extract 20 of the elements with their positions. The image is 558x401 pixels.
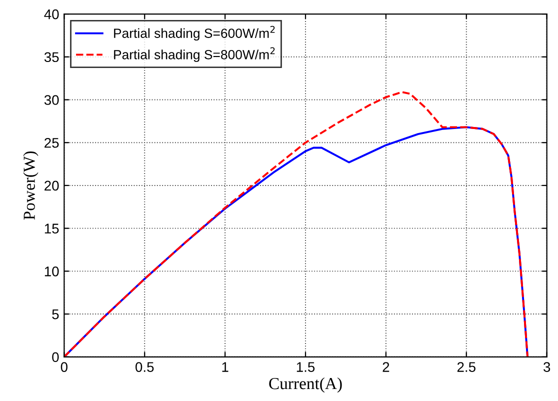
x-tick-label: 3 xyxy=(544,362,550,372)
x-tick-label: 0.5 xyxy=(136,362,154,372)
legend-label: Partial shading S=600W/m$^{2}$ xyxy=(114,26,275,41)
y-tick-label: 15 xyxy=(44,224,59,234)
y-tick-label: 25 xyxy=(44,138,59,148)
y-tick-label: 20 xyxy=(44,180,59,191)
x-tick-label: 2.5 xyxy=(457,362,476,372)
y-tick-label: 35 xyxy=(44,52,59,62)
x-tick-label: 2 xyxy=(382,362,390,372)
x-tick-label: 0 xyxy=(60,362,68,372)
y-tick-label: 0 xyxy=(52,352,59,362)
y-axis-title: Power(W) xyxy=(23,151,38,220)
y-tick-label: 40 xyxy=(44,9,59,20)
x-tick-label: 1.5 xyxy=(296,362,315,372)
x-tick-label: 1 xyxy=(222,362,228,372)
legend-label: Partial shading S=800W/m$^{2}$ xyxy=(114,47,275,62)
y-tick-label: 30 xyxy=(44,95,59,105)
y-tick-label: 5 xyxy=(52,310,59,320)
x-axis-title: Current(A) xyxy=(269,377,342,393)
y-tick-label: 10 xyxy=(44,266,59,276)
